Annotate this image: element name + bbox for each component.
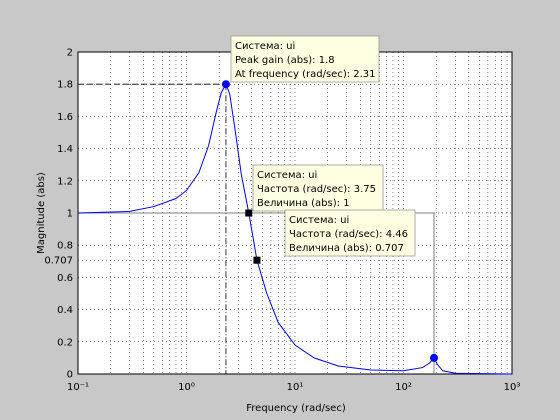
y-tick-label: 0.6	[57, 273, 73, 284]
y-axis-label: Magnitude (abs)	[36, 172, 47, 254]
y-tick-label: 1.6	[57, 112, 73, 123]
data-tip-text: At frequency (rad/sec): 2.31	[235, 69, 376, 80]
marker	[221, 80, 230, 89]
x-axis-label: Frequency (rad/sec)	[246, 403, 346, 414]
data-tip-text: Частота (rad/sec): 4.46	[289, 229, 408, 240]
y-tick-label: 0.4	[57, 305, 73, 316]
data-tip-box	[230, 35, 380, 83]
y-tick-label: 1.4	[57, 144, 73, 155]
y-tick-label: 0	[67, 370, 73, 381]
x-tick-label: 10¹	[287, 382, 304, 393]
y-tick-label: 0.8	[57, 241, 73, 252]
y-tick-label: 1	[67, 209, 73, 220]
marker	[245, 209, 253, 217]
data-tip-text: Система: ui	[257, 170, 317, 181]
y-tick-label: 1.2	[57, 176, 73, 187]
y-tick-label: 2	[67, 48, 73, 59]
x-tick-label: 10⁰	[178, 382, 195, 393]
data-tip-text: Система: ui	[289, 215, 349, 226]
y-tick-label: 1.8	[57, 80, 73, 91]
marker	[253, 256, 261, 264]
data-tip-text: Величина (abs): 0.707	[289, 243, 404, 254]
data-tip-text: Частота (rad/sec): 3.75	[257, 184, 376, 195]
x-tick-label: 10²	[395, 382, 412, 393]
data-tip-text: Величина (abs): 1	[257, 198, 350, 209]
x-tick-label: 10³	[504, 382, 521, 393]
data-tip-box	[252, 164, 384, 212]
data-tip-box	[284, 209, 416, 257]
y-tick-label: 0.707	[44, 256, 73, 267]
x-tick-label: 10⁻¹	[67, 382, 89, 393]
data-tip-text: Peak gain (abs): 1.8	[235, 55, 335, 66]
marker	[429, 353, 438, 362]
y-tick-label: 0.2	[57, 337, 73, 348]
data-tip-text: Система: ui	[235, 41, 295, 52]
